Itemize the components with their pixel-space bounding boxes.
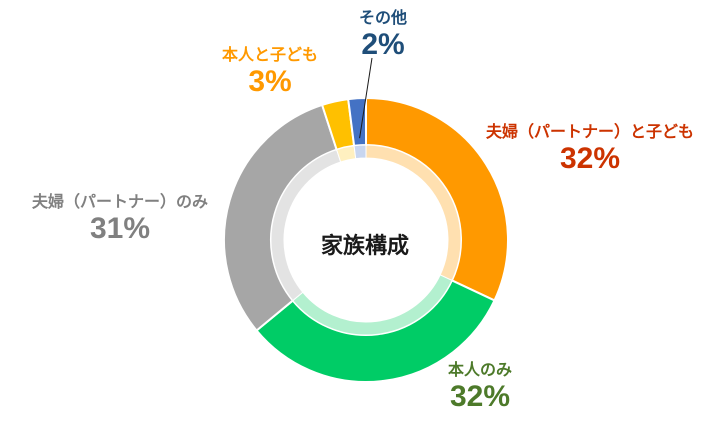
slice-label-name: 夫婦（パートナー）のみ [31,192,208,211]
slice-label-self-only: 本人のみ 32% [420,360,540,414]
slice-label-percent: 3% [248,65,292,98]
slice-label-percent: 32% [449,380,511,413]
slice-label-percent: 2% [361,28,405,61]
slice-label-name: 本人のみ [447,360,512,379]
slice-label-couple-and-children: 夫婦（パートナー）と子ども 32% [470,122,710,176]
donut-inner-ring-4 [353,144,367,160]
leader-line-other [359,57,373,139]
slice-label-couple-only: 夫婦（パートナー）のみ 31% [5,192,235,246]
slice-label-percent: 31% [89,212,151,245]
slice-label-other: その他 2% [338,8,428,62]
chart-center-title: 家族構成 [320,234,409,259]
slice-label-name: その他 [358,8,407,27]
slice-label-name: 本人と子ども [221,45,318,64]
slice-label-self-and-children: 本人と子ども 3% [210,45,330,99]
slice-label-name: 夫婦（パートナー）と子ども [485,122,694,141]
slice-label-percent: 32% [559,142,621,175]
